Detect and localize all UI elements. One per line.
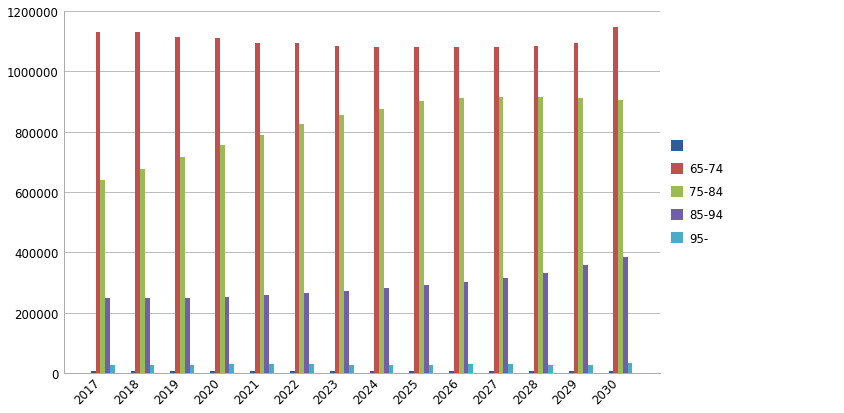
Bar <box>259 135 264 373</box>
Bar <box>329 370 334 373</box>
Bar <box>339 116 344 373</box>
Bar <box>110 366 115 373</box>
Bar <box>458 99 463 373</box>
Bar <box>414 48 419 373</box>
Bar <box>449 370 453 373</box>
Bar <box>463 282 468 373</box>
Bar <box>493 47 498 373</box>
Bar <box>170 370 175 373</box>
Bar <box>185 298 189 373</box>
Bar <box>210 370 214 373</box>
Bar <box>627 363 632 373</box>
Bar <box>419 102 423 373</box>
Bar <box>334 47 339 373</box>
Bar <box>568 370 573 373</box>
Bar <box>295 43 299 373</box>
Bar <box>383 288 388 373</box>
Bar <box>428 365 433 373</box>
Bar <box>587 365 592 373</box>
Bar <box>498 98 503 373</box>
Bar <box>369 370 374 373</box>
Bar <box>409 370 414 373</box>
Bar <box>468 364 473 373</box>
Bar <box>299 125 304 373</box>
Bar <box>548 365 552 373</box>
Bar <box>349 365 354 373</box>
Bar <box>180 158 185 373</box>
Bar <box>309 364 313 373</box>
Bar <box>189 365 194 373</box>
Bar <box>528 370 533 373</box>
Bar <box>374 47 379 373</box>
Bar <box>264 295 269 373</box>
Bar <box>135 33 140 373</box>
Bar <box>140 170 145 373</box>
Bar <box>618 101 622 373</box>
Bar <box>225 297 229 373</box>
Bar <box>250 370 255 373</box>
Bar <box>100 180 105 373</box>
Bar <box>131 370 135 373</box>
Bar <box>577 99 582 373</box>
Bar <box>90 370 95 373</box>
Bar <box>582 265 587 373</box>
Bar <box>507 364 512 373</box>
Bar <box>503 278 507 373</box>
Bar <box>344 291 349 373</box>
Bar <box>538 98 543 373</box>
Bar <box>95 33 100 373</box>
Bar <box>289 370 295 373</box>
Bar <box>145 299 149 373</box>
Bar <box>613 28 618 373</box>
Legend: , 65-74, 75-84, 85-94, 95-: , 65-74, 75-84, 85-94, 95- <box>671 140 722 245</box>
Bar <box>214 39 219 373</box>
Bar <box>219 146 225 373</box>
Bar <box>229 364 234 373</box>
Bar <box>423 285 428 373</box>
Bar <box>622 257 627 373</box>
Bar <box>489 370 493 373</box>
Bar <box>175 38 180 373</box>
Bar <box>573 43 577 373</box>
Bar <box>543 273 548 373</box>
Bar <box>255 43 259 373</box>
Bar <box>533 47 538 373</box>
Bar <box>105 299 110 373</box>
Bar <box>608 370 613 373</box>
Bar <box>269 364 273 373</box>
Bar <box>304 293 309 373</box>
Bar <box>379 110 383 373</box>
Bar <box>149 365 154 373</box>
Bar <box>453 47 458 373</box>
Bar <box>388 365 393 373</box>
